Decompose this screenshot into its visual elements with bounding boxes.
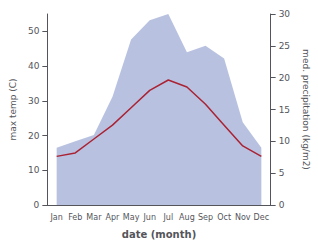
- svg-text:Jan: Jan: [49, 213, 62, 222]
- svg-text:Dec: Dec: [254, 213, 269, 222]
- svg-text:30: 30: [279, 9, 291, 19]
- svg-text:Mar: Mar: [86, 213, 102, 222]
- svg-text:15: 15: [279, 105, 290, 115]
- svg-text:10: 10: [28, 165, 40, 175]
- svg-text:Apr: Apr: [106, 213, 121, 222]
- svg-text:Sep: Sep: [198, 213, 213, 222]
- svg-text:Oct: Oct: [217, 213, 231, 222]
- svg-text:Jul: Jul: [162, 213, 173, 222]
- svg-text:0: 0: [279, 200, 285, 210]
- svg-text:Aug: Aug: [179, 213, 195, 222]
- svg-text:May: May: [123, 213, 140, 222]
- svg-text:5: 5: [279, 168, 285, 178]
- svg-text:date (month): date (month): [122, 229, 196, 240]
- svg-text:20: 20: [279, 73, 291, 83]
- svg-text:25: 25: [279, 41, 290, 51]
- svg-text:40: 40: [28, 61, 40, 71]
- svg-text:med. precipitation (kg/m2): med. precipitation (kg/m2): [301, 49, 311, 170]
- svg-text:10: 10: [279, 136, 291, 146]
- svg-text:Feb: Feb: [68, 213, 82, 222]
- svg-text:Nov: Nov: [235, 213, 251, 222]
- svg-text:max temp (C): max temp (C): [8, 78, 18, 140]
- svg-text:30: 30: [28, 96, 40, 106]
- svg-text:Jun: Jun: [142, 213, 156, 222]
- svg-text:0: 0: [34, 200, 40, 210]
- svg-text:20: 20: [28, 131, 40, 141]
- svg-text:50: 50: [28, 26, 40, 36]
